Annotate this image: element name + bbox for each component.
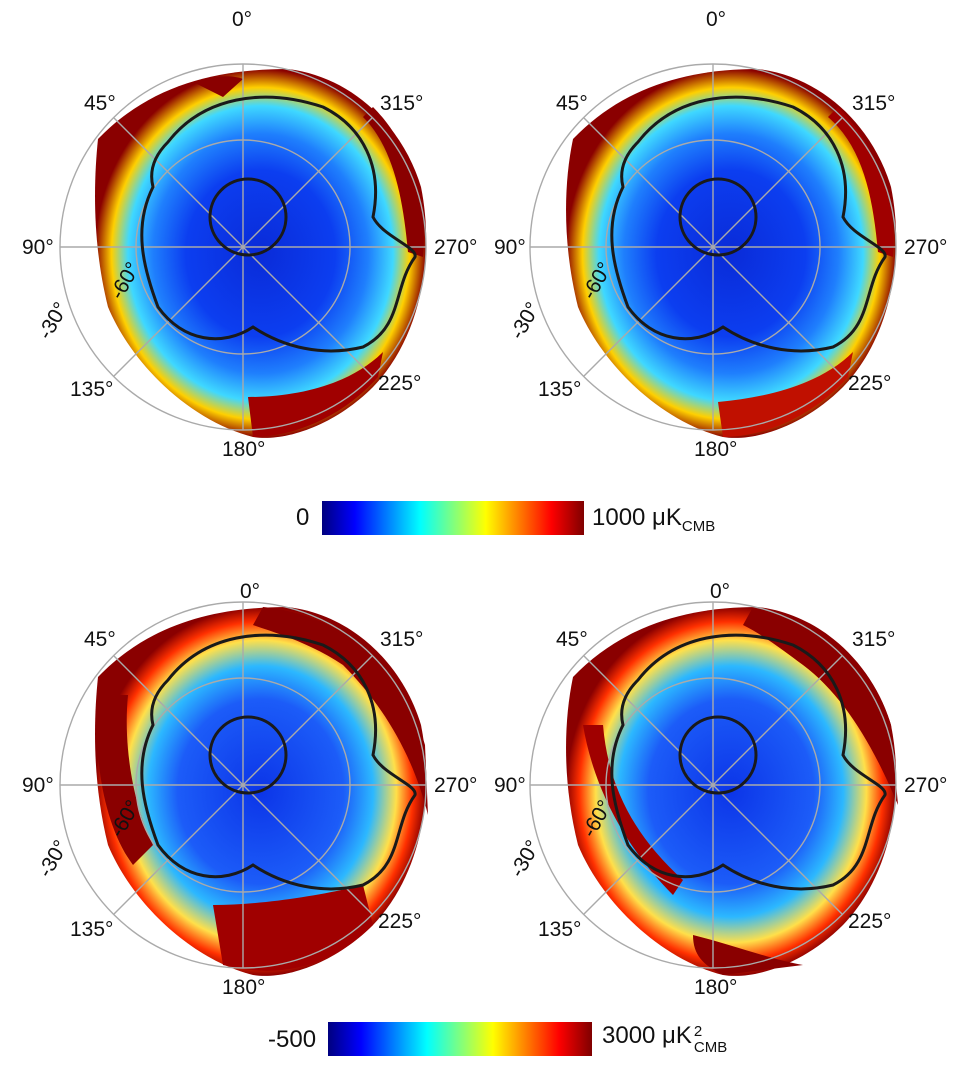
label-lon-90: 90° (494, 774, 526, 797)
label-lon-225: 225° (378, 910, 421, 933)
axis-labels-top-right: 0° 45° 315° 90° 270° -60° -30° 135° 225°… (494, 8, 947, 461)
contour-circle (678, 177, 758, 257)
panel-bottom-right (529, 601, 898, 976)
meridian-135-315 (113, 117, 373, 377)
label-lon-180: 180° (694, 976, 737, 999)
label-lat-30: -30° (34, 298, 73, 343)
label-lon-315: 315° (852, 628, 895, 651)
colorbar-top-min-label: 0 (296, 504, 310, 531)
panel-top-left (59, 63, 427, 438)
contour (140, 633, 417, 891)
graticule (529, 63, 897, 431)
contour-circle (208, 715, 288, 795)
label-lon-45: 45° (84, 92, 116, 115)
meridian-135-315 (113, 655, 373, 915)
label-lon-45: 45° (84, 628, 116, 651)
hot-region (718, 352, 853, 437)
label-lat-30: -30° (34, 836, 73, 881)
contour-mask (140, 633, 417, 891)
hot-region (213, 885, 373, 971)
hot-region (693, 935, 803, 975)
label-lon-45: 45° (556, 628, 588, 651)
hot-region (363, 107, 424, 257)
hot-region (248, 352, 383, 437)
hot-region (828, 107, 894, 257)
panel-bottom-left (59, 601, 428, 976)
hot-region (193, 76, 243, 97)
label-lon-135: 135° (70, 918, 113, 941)
label-lon-90: 90° (494, 236, 526, 259)
label-lon-270: 270° (434, 774, 477, 797)
label-lon-270: 270° (904, 236, 947, 259)
label-lon-315: 315° (380, 628, 423, 651)
label-lon-180: 180° (694, 438, 737, 461)
label-lon-0: 0° (240, 580, 260, 603)
contour (140, 95, 417, 353)
axis-labels-bottom-left: 0° 45° 315° 90° 270° -60° -30° 135° 225°… (22, 580, 477, 999)
contour-mask (610, 95, 887, 353)
label-lon-315: 315° (380, 92, 423, 115)
label-lon-90: 90° (22, 774, 54, 797)
colorbar-bottom-unit-sub: CMB (693, 1039, 728, 1056)
label-lon-315: 315° (852, 92, 895, 115)
label-lon-225: 225° (378, 372, 421, 395)
hot-region (743, 607, 898, 805)
meridian-135-315 (583, 655, 843, 915)
contour (610, 633, 887, 891)
graticule (529, 601, 897, 969)
colorbar-bottom-max-label: 3000 μK 2 CMB (602, 1022, 727, 1056)
hot-region (96, 695, 153, 865)
colorbar-top-max-value: 1000 μK (592, 504, 682, 531)
label-lon-90: 90° (22, 236, 54, 259)
colorbar-bottom-min-label: -500 (268, 1026, 317, 1053)
colorbar-bottom-unit-sup: 2 (693, 1023, 703, 1040)
label-lon-135: 135° (538, 918, 581, 941)
contour-mask (140, 95, 417, 353)
label-lon-270: 270° (434, 236, 477, 259)
label-lon-270: 270° (904, 774, 947, 797)
label-lon-0: 0° (232, 8, 252, 31)
contour (610, 95, 887, 353)
panel-top-right (529, 63, 897, 438)
label-lon-180: 180° (222, 438, 265, 461)
label-lon-225: 225° (848, 372, 891, 395)
label-lon-225: 225° (848, 910, 891, 933)
label-lon-0: 0° (710, 580, 730, 603)
meridian-135-315 (583, 117, 843, 377)
colorbar-bottom-max-value: 3000 μK (602, 1022, 692, 1049)
hot-region (253, 607, 428, 815)
colorbar-top-unit-sub: CMB (681, 517, 716, 535)
label-lon-135: 135° (70, 378, 113, 401)
colorbar-top-gradient (322, 501, 584, 535)
contour-circle (678, 715, 758, 795)
label-lon-0: 0° (706, 8, 726, 31)
graticule (59, 63, 427, 431)
label-lon-135: 135° (538, 378, 581, 401)
label-lon-180: 180° (222, 976, 265, 999)
contour-mask (610, 633, 887, 891)
label-lon-45: 45° (556, 92, 588, 115)
graticule (59, 601, 427, 969)
colorbar-bottom-gradient (328, 1022, 592, 1056)
colorbar-top-max-label: 1000 μKCMB (592, 504, 715, 541)
contour-circle (208, 177, 288, 257)
